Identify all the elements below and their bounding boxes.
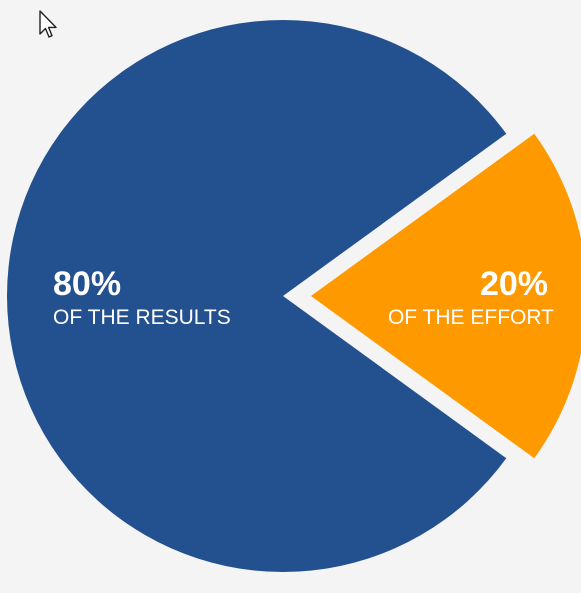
pie-slice-effort [311, 133, 581, 459]
results-description-label: OF THE RESULTS [53, 306, 231, 329]
effort-description-label: OF THE EFFORT [388, 306, 554, 329]
mouse-pointer-icon [39, 10, 57, 38]
pie-slices [6, 19, 581, 572]
pie-labels: 80% OF THE RESULTS 20% OF THE EFFORT [53, 265, 554, 329]
pie-slice-results [6, 19, 507, 572]
results-percent-label: 80% [53, 265, 121, 303]
effort-percent-label: 20% [480, 265, 548, 303]
